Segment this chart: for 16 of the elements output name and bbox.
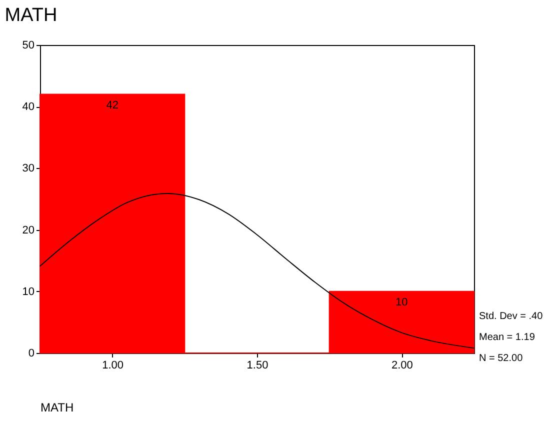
data-label: 42	[106, 99, 118, 112]
text: Mean = 1.19	[479, 331, 536, 345]
text: Std. Dev = .40	[479, 310, 543, 324]
y-tick-label: 50	[22, 40, 34, 52]
y-tick-label: 20	[22, 224, 34, 236]
data-label: 10	[396, 296, 408, 308]
y-tick-label: 10	[22, 286, 34, 298]
chart-title: MATH	[4, 5, 58, 26]
y-tick-label: 30	[22, 162, 34, 175]
text: N = 52.00	[479, 352, 524, 366]
x-axis-title: MATH	[40, 400, 74, 414]
x-tick-label: 1.50	[246, 360, 268, 372]
y-tick-label: 40	[22, 101, 34, 114]
x-tick-label: 2.00	[391, 360, 413, 372]
x-tick-label: 1.00	[102, 360, 124, 372]
y-tick-label: 0	[28, 348, 34, 360]
